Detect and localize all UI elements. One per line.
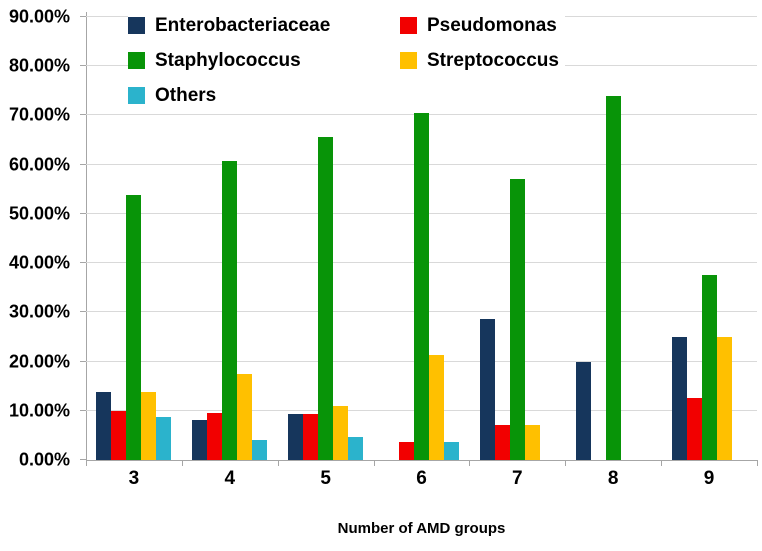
bar-streptococcus-3	[141, 392, 157, 460]
bar-pseudomonas-5	[303, 413, 319, 460]
x-axis-tick	[469, 461, 471, 466]
bar-group-4	[182, 17, 278, 460]
y-axis-tick	[80, 360, 86, 362]
bar-group-7	[469, 17, 565, 460]
x-axis-tick	[565, 461, 567, 466]
x-tick-label-7: 7	[512, 468, 523, 489]
legend-item-staphylococcus: Staphylococcus	[128, 50, 400, 72]
y-axis-tick	[80, 163, 86, 165]
legend-swatch-icon	[128, 17, 145, 34]
y-axis-labels: 0.00% 10.00% 20.00% 30.00% 40.00% 50.00% 60.00…	[0, 7, 80, 470]
bar-streptococcus-4	[237, 373, 253, 460]
y-tick-label: 10.00%	[8, 400, 70, 421]
y-tick-label: 50.00%	[8, 203, 70, 224]
y-axis-tick	[80, 16, 86, 17]
x-axis-tick	[277, 461, 279, 466]
x-tick-label-4: 4	[224, 468, 236, 489]
y-tick-label: 0.00%	[18, 449, 70, 470]
x-tick-label-9: 9	[703, 468, 715, 489]
legend-swatch-icon	[400, 17, 417, 34]
bar-others-3	[156, 416, 172, 460]
legend-swatch-icon	[400, 52, 417, 69]
legend-swatch-icon	[128, 52, 145, 69]
bar-staphylococcus-8	[605, 95, 621, 460]
bar-staphylococcus-3	[126, 195, 142, 460]
bar-group-9	[661, 17, 757, 460]
legend-label: Pseudomonas	[427, 14, 557, 36]
x-axis-title: Number of AMD groups	[337, 520, 506, 537]
x-axis-tick	[181, 461, 183, 466]
bar-group-6	[374, 17, 470, 460]
x-tick-label-5: 5	[320, 468, 331, 489]
bar-others-5	[348, 436, 364, 460]
y-axis-line	[86, 12, 87, 460]
y-tick-label: 20.00%	[8, 351, 70, 372]
bar-streptococcus-6	[428, 354, 444, 460]
y-tick-label: 40.00%	[8, 252, 70, 273]
bar-enterobacteriaceae-3	[96, 392, 112, 460]
legend-label: Enterobacteriaceae	[155, 14, 331, 36]
x-tick-label-3: 3	[128, 468, 140, 489]
bar-staphylococcus-5	[318, 136, 334, 460]
legend: Enterobacteriaceae Pseudomonas Staphylococ…	[128, 8, 565, 113]
x-tick-label-6: 6	[416, 468, 427, 489]
y-tick-label: 80.00%	[8, 55, 70, 76]
x-axis-tick	[373, 461, 375, 466]
bar-pseudomonas-4	[207, 413, 223, 460]
x-axis-tick	[86, 461, 87, 466]
x-axis-tick	[661, 461, 663, 466]
y-tick-label: 70.00%	[8, 104, 70, 125]
y-axis-tick	[80, 262, 86, 264]
bar-pseudomonas-3	[111, 410, 127, 460]
y-tick-label: 90.00%	[8, 6, 70, 27]
x-axis-tick	[757, 461, 758, 466]
bar-enterobacteriaceae-7	[479, 319, 495, 460]
x-axis-labels: 3 4 5 6 7 8 9	[86, 468, 757, 498]
y-axis-tick	[80, 114, 86, 116]
bar-group-5	[278, 17, 374, 460]
bar-staphylococcus-4	[222, 160, 238, 460]
x-tick-label-8: 8	[607, 468, 619, 489]
bar-streptococcus-7	[524, 424, 540, 460]
y-tick-label: 30.00%	[8, 301, 70, 322]
legend-item-pseudomonas: Pseudomonas	[400, 15, 559, 37]
bar-enterobacteriaceae-5	[288, 413, 304, 460]
bar-pseudomonas-6	[398, 442, 414, 460]
bar-streptococcus-9	[716, 336, 732, 460]
bar-staphylococcus-7	[509, 178, 525, 460]
bar-enterobacteriaceae-4	[192, 420, 208, 460]
y-axis-tick	[80, 459, 86, 460]
y-axis-tick	[80, 212, 86, 214]
legend-label: Streptococcus	[427, 49, 559, 71]
bar-pseudomonas-9	[686, 398, 702, 460]
legend-item-enterobacteriaceae: Enterobacteriaceae	[128, 15, 400, 37]
bar-staphylococcus-9	[701, 275, 717, 460]
bar-others-4	[252, 440, 268, 460]
y-axis-tick	[80, 65, 86, 67]
bar-others-6	[443, 442, 459, 460]
bar-staphylococcus-6	[413, 108, 429, 460]
y-axis-tick	[80, 409, 86, 411]
bar-group-3	[86, 17, 182, 460]
bar-pseudomonas-7	[494, 424, 510, 460]
y-tick-label: 60.00%	[8, 154, 70, 175]
y-axis-tick	[80, 311, 86, 313]
bar-enterobacteriaceae-9	[671, 336, 687, 460]
bar-streptococcus-5	[333, 406, 349, 460]
bar-enterobacteriaceae-8	[575, 361, 591, 460]
legend-swatch-icon	[128, 87, 145, 104]
legend-label: Staphylococcus	[155, 49, 301, 71]
legend-item-others: Others	[128, 85, 400, 107]
x-axis-line	[86, 460, 758, 461]
legend-item-streptococcus: Streptococcus	[400, 50, 559, 72]
bar-group-8	[565, 17, 661, 460]
legend-label: Others	[155, 84, 217, 106]
